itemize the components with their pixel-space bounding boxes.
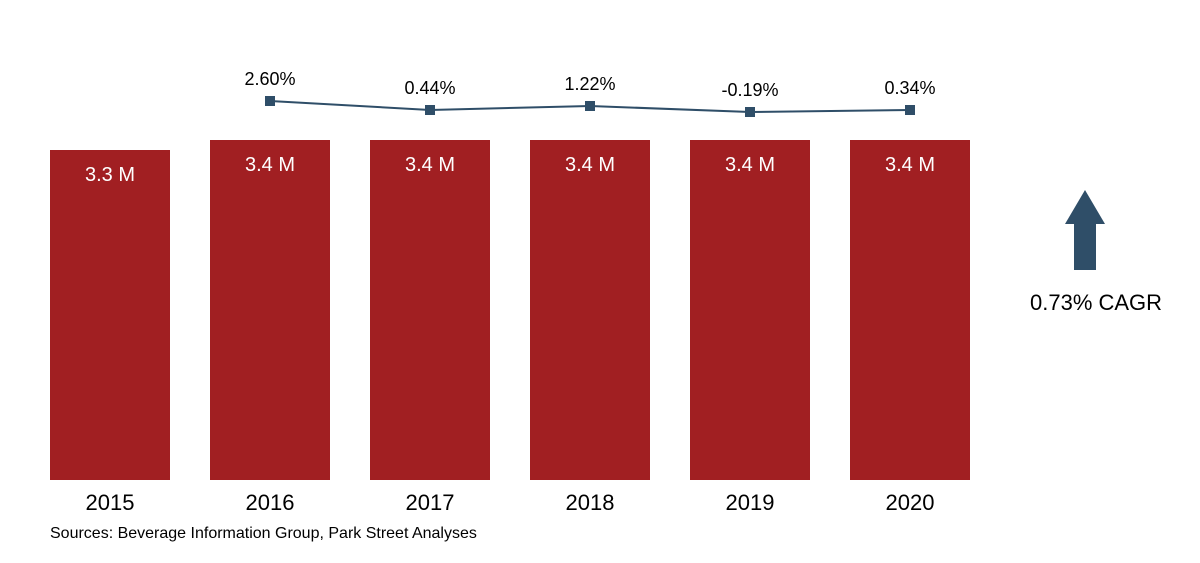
growth-label-2016: 2.60% xyxy=(210,69,330,90)
growth-label-2019: -0.19% xyxy=(690,80,810,101)
growth-label-2020: 0.34% xyxy=(850,78,970,99)
x-label-2020: 2020 xyxy=(850,490,970,516)
chart-container: 3.3 M 3.4 M 3.4 M 3.4 M 3.4 M 3.4 M Sources: … xyxy=(0,0,1200,563)
x-label-2019: 2019 xyxy=(690,490,810,516)
growth-label-2017: 0.44% xyxy=(370,78,490,99)
bar-2016: 3.4 M xyxy=(210,140,330,480)
growth-label-2018: 1.22% xyxy=(530,74,650,95)
bar-2015: 3.3 M xyxy=(50,150,170,480)
bar-value-2015: 3.3 M xyxy=(50,164,170,187)
source-text: Sources: Beverage Information Group, Par… xyxy=(50,525,477,543)
bar-value-2017: 3.4 M xyxy=(370,154,490,177)
bar-value-2016: 3.4 M xyxy=(210,154,330,177)
bar-2017: 3.4 M xyxy=(370,140,490,480)
bar-value-2019: 3.4 M xyxy=(690,154,810,177)
cagr-label: 0.73% CAGR xyxy=(1030,290,1162,316)
x-label-2017: 2017 xyxy=(370,490,490,516)
bar-value-2020: 3.4 M xyxy=(850,154,970,177)
x-label-2015: 2015 xyxy=(50,490,170,516)
bar-2020: 3.4 M xyxy=(850,140,970,480)
bar-2019: 3.4 M xyxy=(690,140,810,480)
chart-area: 3.3 M 3.4 M 3.4 M 3.4 M 3.4 M 3.4 M xyxy=(50,60,1010,480)
x-label-2016: 2016 xyxy=(210,490,330,516)
bar-2018: 3.4 M xyxy=(530,140,650,480)
bar-value-2018: 3.4 M xyxy=(530,154,650,177)
x-label-2018: 2018 xyxy=(530,490,650,516)
cagr-arrow-icon xyxy=(1065,190,1105,270)
